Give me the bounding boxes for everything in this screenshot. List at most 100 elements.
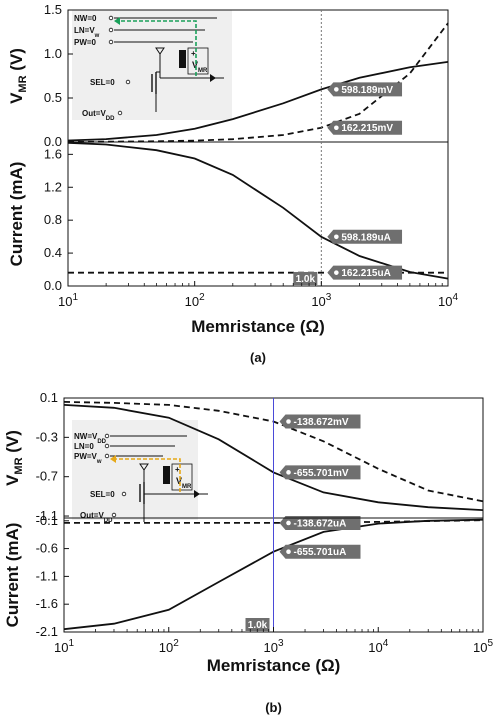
callout-dot <box>286 549 291 554</box>
inset-diode <box>139 463 149 471</box>
inset-terminal <box>108 15 114 21</box>
y-axis-label-text: VMR (V) <box>3 430 25 486</box>
inset-background <box>72 420 198 520</box>
inset-terminal <box>104 433 110 439</box>
callout-box <box>279 544 361 559</box>
series-solid-line <box>67 141 449 280</box>
inset-terminal <box>121 491 127 497</box>
x-axis-label: Memristance (Ω) <box>191 317 325 336</box>
callout-label: 162.215mV <box>341 123 393 134</box>
y-axis-label-text: Current (mA) <box>7 162 26 267</box>
data-callout: -138.672uA <box>279 515 361 530</box>
inset-terminal-label: NW=0 <box>74 14 97 23</box>
inset-current-arrow <box>116 458 181 492</box>
inset-terminal <box>108 27 114 33</box>
inset-vmr-box <box>171 463 193 491</box>
data-callout: 162.215mV <box>327 120 403 135</box>
inset-terminal <box>104 453 110 459</box>
inset-arrow-head <box>114 17 120 25</box>
figure-caption: (a) <box>250 350 266 365</box>
marker-box <box>245 618 270 631</box>
series-solid-line <box>67 61 449 142</box>
callout-label: 162.215uA <box>341 268 390 279</box>
callout-label: -138.672mV <box>294 417 349 428</box>
marker-box <box>293 272 318 285</box>
callout-dot <box>286 470 291 475</box>
callout-dot <box>286 419 291 424</box>
inset-memristor <box>163 466 170 484</box>
inset-current-arrow <box>120 20 197 76</box>
y-tick-label: -0.3 <box>36 429 58 444</box>
data-callout: 598.189uA <box>327 229 403 244</box>
callout-box <box>279 515 361 530</box>
inset-terminal-label: SEL=0 <box>90 78 115 87</box>
y-axis-label: Current (mA) <box>3 523 22 628</box>
x-tick-label: 101 <box>58 292 78 309</box>
y-tick-label: -1.1 <box>36 508 58 523</box>
inset-terminal <box>108 39 114 45</box>
plot-frame <box>67 141 449 287</box>
y-tick-label: 0.4 <box>44 245 62 260</box>
callout-dot <box>334 87 339 92</box>
x-tick-label: 103 <box>263 638 283 655</box>
y-axis-label-text: Current (mA) <box>3 523 22 628</box>
callout-dot <box>334 234 339 240</box>
x-tick-label: 105 <box>473 638 493 655</box>
callout-box <box>279 414 361 429</box>
inset-terminal-label: LN=Vw <box>74 26 100 39</box>
callout-box <box>327 265 403 280</box>
inset-terminal-label: Out=VDD <box>82 109 115 122</box>
data-callout: -655.701mV <box>279 465 361 480</box>
figure-caption: (b) <box>265 700 282 715</box>
x-tick-label: 101 <box>54 638 74 655</box>
panel-bottom: -0.1 -0.6 -1.1 -1.6 -2.1 -138.672uA -655.701uA… <box>3 513 484 639</box>
y-tick-label: 0.1 <box>40 390 58 405</box>
data-callout: -138.672mV <box>279 414 361 429</box>
callout-label: -655.701uA <box>294 547 347 558</box>
y-tick-label: 1.2 <box>44 179 62 194</box>
inset-vmr-box <box>187 47 209 75</box>
callout-dot <box>334 125 339 131</box>
y-tick-label: 0.0 <box>44 278 62 293</box>
inset-background <box>72 10 232 120</box>
y-axis-label-text: VMR (V) <box>7 48 29 104</box>
y-tick-label: 0.8 <box>44 212 62 227</box>
panel-top: 0.0 0.5 1.0 1.5 598.189mV 162.215mV VMR (V) <box>7 2 449 149</box>
inset-vmr-label: VMR <box>176 476 192 490</box>
y-tick-label: -2.1 <box>36 624 58 639</box>
callout-label: 598.189uA <box>341 232 390 243</box>
y-tick-label: -1.1 <box>36 568 58 583</box>
y-tick-label: 0.5 <box>44 90 62 105</box>
y-tick-label: 1.5 <box>44 2 62 17</box>
inset-plus: + <box>175 465 180 474</box>
y-axis-label: VMR (V) <box>7 48 29 104</box>
callout-box <box>327 120 403 135</box>
y-tick-label: -1.6 <box>36 596 58 611</box>
inset-memristor <box>179 50 186 68</box>
data-callout: 162.215uA <box>327 265 403 280</box>
marker-label: 1.0k <box>296 274 316 285</box>
callout-box <box>279 465 361 480</box>
inset-terminal <box>117 110 123 116</box>
data-callout: 598.189mV <box>327 82 403 97</box>
x-tick-label: 102 <box>185 292 205 309</box>
inset-vmr-label: VMR <box>192 60 208 74</box>
x-axis-label: Memristance (Ω) <box>207 656 341 675</box>
callout-dot <box>334 270 339 275</box>
marker-label: 1.0k <box>248 620 268 631</box>
inset-terminal-label: LN=0 <box>74 442 94 451</box>
data-callout: -655.701uA <box>279 544 361 559</box>
y-tick-label: -0.1 <box>36 513 58 528</box>
inset-diode <box>155 47 165 55</box>
y-tick-label: 1.0 <box>44 46 62 61</box>
callout-label: 598.189mV <box>341 85 393 96</box>
callout-label: -655.701mV <box>294 468 349 479</box>
y-tick-label: 0.0 <box>44 134 62 149</box>
callout-dot <box>286 520 291 526</box>
inset-terminal-label: Out=VDD <box>80 511 113 524</box>
x-tick-label: 104 <box>438 292 458 309</box>
